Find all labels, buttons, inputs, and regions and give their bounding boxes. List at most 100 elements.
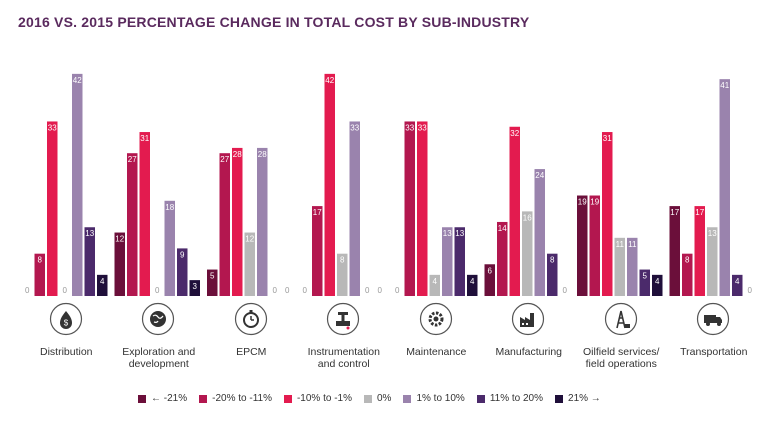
data-label-4-0: 0	[395, 286, 400, 295]
data-label-2-5: 0	[273, 286, 278, 295]
bar-3-3	[337, 253, 348, 296]
data-label-7-4: 41	[720, 81, 729, 90]
data-label-4-6: 4	[470, 277, 475, 286]
bar-7-5	[732, 274, 743, 296]
bar-7-2	[694, 206, 705, 296]
factory-icon	[511, 302, 545, 336]
category-label-line: Distribution	[39, 346, 93, 358]
legend-swatch	[364, 394, 372, 403]
data-label-3-3: 8	[340, 256, 345, 265]
bar-3-1	[312, 206, 323, 296]
data-label-2-0: 5	[210, 272, 215, 281]
bar-6-0	[577, 195, 588, 296]
legend-label: -20% to -11%	[212, 393, 272, 404]
bar-4-6	[467, 274, 478, 296]
data-label-6-2: 31	[603, 134, 612, 143]
data-label-2-1: 27	[220, 155, 229, 164]
data-label-3-2: 42	[325, 76, 334, 85]
legend: ← -21% -20% to -11% -10% to -1% 0% 1% to 10%…	[138, 393, 613, 404]
data-label-7-6: 0	[748, 286, 753, 295]
svg-text:$: $	[64, 319, 69, 328]
bar-6-1	[589, 195, 600, 296]
legend-item: 0%	[364, 393, 391, 404]
gear-wrench-icon	[419, 302, 453, 336]
bar-3-4	[349, 121, 360, 296]
data-label-6-0: 19	[578, 198, 587, 207]
data-label-3-0: 0	[303, 286, 308, 295]
data-label-0-0: 0	[25, 286, 30, 295]
data-label-6-3: 11	[616, 240, 625, 249]
bar-4-1	[404, 121, 415, 296]
data-label-6-1: 19	[590, 198, 599, 207]
data-label-3-1: 17	[313, 208, 322, 217]
category-label-line: and control	[317, 358, 370, 370]
legend-label: -10% to -1%	[296, 393, 352, 404]
category-label-line: Transportation	[680, 346, 748, 358]
category-label-line: Oilfield services/	[583, 346, 660, 358]
category-label: Oilfield services/field operations	[574, 346, 669, 370]
legend-swatch	[199, 394, 208, 403]
data-label-1-1: 27	[128, 155, 137, 164]
legend-swatch	[403, 394, 412, 403]
bar-5-1	[497, 221, 508, 296]
oil-derrick-icon	[604, 302, 638, 336]
data-label-1-3: 0	[155, 286, 160, 295]
legend-item: -10% to -1%	[283, 393, 352, 404]
data-label-5-2: 32	[510, 129, 519, 138]
data-label-3-6: 0	[378, 286, 383, 295]
legend-label: 21% →	[568, 393, 601, 404]
data-label-2-2: 28	[233, 150, 242, 159]
bar-5-3	[522, 211, 533, 296]
bar-5-5	[547, 253, 558, 296]
data-label-7-0: 17	[670, 208, 679, 217]
legend-item: 1% to 10%	[403, 393, 465, 404]
bar-1-2	[139, 132, 150, 296]
legend-swatch	[555, 394, 564, 403]
category-label-line: field operations	[585, 358, 657, 370]
bar-2-0	[207, 269, 218, 296]
data-label-5-6: 0	[563, 286, 568, 295]
data-label-1-5: 9	[180, 250, 185, 259]
bar-5-2	[509, 126, 520, 296]
category-label-line: Manufacturing	[495, 346, 563, 358]
data-label-1-4: 18	[165, 203, 174, 212]
bar-5-4	[534, 169, 545, 296]
bar-1-6	[189, 280, 200, 296]
legend-item: ← -21%	[138, 393, 187, 404]
bar-0-5	[84, 227, 95, 296]
legend-swatch	[476, 394, 485, 403]
category-label-line: Instrumentation	[307, 346, 380, 358]
legend-label: 11% to 20%	[489, 393, 544, 404]
data-label-7-5: 4	[735, 277, 740, 286]
data-label-3-5: 0	[365, 286, 370, 295]
bar-1-1	[127, 153, 138, 296]
bar-2-4	[257, 147, 268, 296]
bar-1-0	[114, 232, 125, 296]
data-label-1-6: 3	[193, 282, 198, 291]
legend-swatch	[283, 394, 292, 403]
data-label-0-3: 0	[63, 286, 68, 295]
category-label-line: Maintenance	[406, 346, 467, 358]
bar-0-2	[47, 121, 58, 296]
data-label-5-5: 8	[550, 256, 555, 265]
category-label: Exploration and development	[111, 346, 206, 370]
data-label-4-1: 33	[405, 123, 414, 132]
bar-7-4	[719, 79, 730, 297]
legend-label: 1% to 10%	[416, 393, 465, 404]
data-label-5-3: 16	[523, 213, 532, 222]
bar-0-6	[97, 274, 108, 296]
bar-2-2	[232, 147, 243, 296]
bar-4-5	[454, 227, 465, 296]
bar-1-4	[164, 200, 175, 296]
stopwatch-icon	[234, 302, 268, 336]
money-drop-icon: $	[49, 302, 83, 336]
bar-2-1	[219, 153, 230, 296]
bar-6-5	[639, 269, 650, 296]
bar-4-4	[442, 227, 453, 296]
legend-label: 0%	[377, 393, 392, 404]
data-label-4-2: 33	[418, 123, 427, 132]
legend-item: 11% to 20%	[476, 393, 544, 404]
data-label-2-6: 0	[285, 286, 290, 295]
chart-title: 2016 VS. 2015 PERCENTAGE CHANGE IN TOTAL…	[18, 14, 530, 30]
